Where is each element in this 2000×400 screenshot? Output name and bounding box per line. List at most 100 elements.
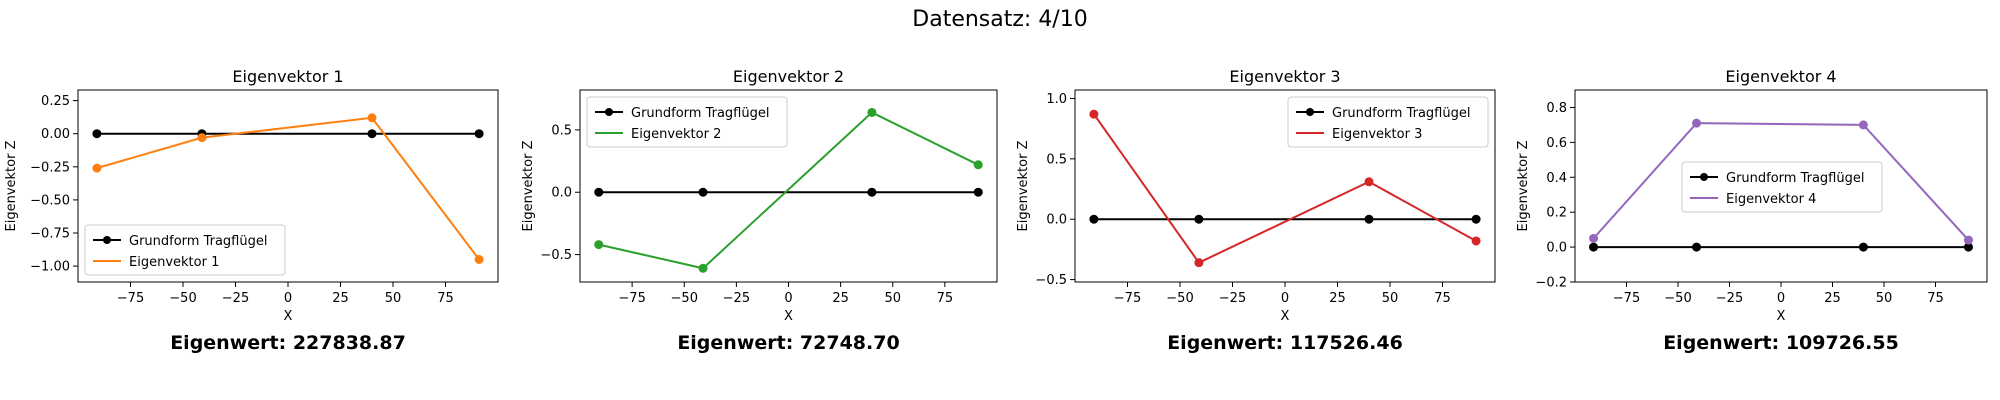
y-tick-label: −0.75	[30, 227, 70, 242]
data-point	[1692, 118, 1702, 128]
y-tick-label: 0.0	[1046, 213, 1067, 228]
data-point	[367, 113, 377, 123]
x-tick-label: 75	[437, 291, 454, 306]
data-point	[1194, 258, 1204, 268]
x-tick-label: −25	[1219, 291, 1246, 306]
x-tick-label: 25	[1824, 291, 1841, 306]
legend-label: Grundform Tragflügel	[1726, 171, 1864, 186]
series-grundform	[1089, 214, 1481, 224]
legend: Grundform Tragflügel Eigenvektor 4	[1681, 161, 1883, 213]
legend-box	[1681, 161, 1883, 213]
data-point	[1858, 242, 1868, 252]
data-point	[973, 160, 983, 170]
legend-label: Grundform Tragflügel	[1332, 106, 1470, 121]
x-tick-label: −25	[723, 291, 750, 306]
x-tick-label: 75	[1927, 291, 1944, 306]
x-tick-label: −75	[1114, 291, 1141, 306]
x-tick-label: 50	[1876, 291, 1893, 306]
subplot-title: Eigenvektor 4	[1725, 67, 1836, 86]
y-tick-label: −0.50	[30, 193, 70, 208]
x-axis-label: X	[1281, 309, 1290, 324]
x-tick-label: −75	[117, 291, 144, 306]
y-tick-label: 0.5	[1046, 152, 1067, 167]
x-tick-label: −75	[1613, 291, 1640, 306]
legend-box	[1287, 96, 1489, 148]
x-tick-label: −50	[169, 291, 196, 306]
legend-marker	[605, 108, 613, 116]
x-axis-label: X	[284, 309, 293, 324]
legend-label: Eigenvektor 3	[1332, 127, 1422, 142]
y-tick-label: 0.0	[1546, 241, 1567, 256]
x-tick-label: 25	[332, 291, 349, 306]
data-point	[1089, 109, 1099, 119]
data-point	[698, 187, 708, 197]
data-point	[1194, 214, 1204, 224]
legend-label: Eigenvektor 2	[631, 127, 721, 142]
x-tick-label: 25	[1329, 291, 1346, 306]
data-point	[474, 254, 484, 264]
data-point	[1089, 214, 1099, 224]
x-tick-label: 50	[1382, 291, 1399, 306]
x-axis-label: X	[784, 309, 793, 324]
data-point	[1471, 236, 1481, 246]
x-tick-label: 0	[1777, 291, 1785, 306]
x-tick-label: 50	[385, 291, 402, 306]
series-line	[598, 111, 979, 270]
series-eigenvektor	[1089, 109, 1481, 268]
subplot-eigenvektor-2: Eigenvektor 2 −75 −50 −25 0 25 50 75 −0.5 0.0 0.5 X…	[521, 67, 998, 354]
y-tick-label: 0.5	[551, 123, 572, 138]
legend-box	[586, 96, 788, 148]
x-tick-label: 0	[1281, 291, 1289, 306]
series-eigenvektor	[92, 113, 484, 264]
legend-label: Eigenvektor 4	[1726, 192, 1816, 207]
x-tick-label: 50	[884, 291, 901, 306]
x-tick-label: 75	[937, 291, 954, 306]
series-line	[1592, 122, 1970, 241]
x-tick-label: 75	[1434, 291, 1451, 306]
data-point	[367, 129, 377, 139]
data-point	[1471, 214, 1481, 224]
x-axis-label: X	[1777, 309, 1786, 324]
eigenvalue-label: Eigenwert: 117526.46	[1167, 332, 1403, 354]
y-tick-label: 0.6	[1546, 136, 1567, 151]
legend-label: Grundform Tragflügel	[129, 234, 267, 249]
data-point	[973, 187, 983, 197]
legend-label: Eigenvektor 1	[129, 255, 219, 270]
y-tick-label: −0.5	[540, 248, 572, 263]
legend: Grundform Tragflügel Eigenvektor 1	[84, 224, 286, 276]
series-grundform	[594, 187, 983, 197]
x-tick-label: −50	[1664, 291, 1691, 306]
y-tick-label: 0.00	[41, 127, 70, 142]
data-point	[698, 263, 708, 273]
data-point	[92, 129, 102, 139]
legend-label: Grundform Tragflügel	[631, 106, 769, 121]
y-tick-label: 0.0	[551, 186, 572, 201]
data-point	[594, 187, 604, 197]
y-tick-label: 0.25	[41, 94, 70, 109]
y-tick-label: 0.4	[1546, 171, 1567, 186]
subplot-title: Eigenvektor 2	[733, 67, 844, 86]
subplot-title: Eigenvektor 3	[1229, 67, 1340, 86]
series-eigenvektor	[594, 107, 983, 273]
series-grundform	[1589, 242, 1973, 252]
x-tick-label: −25	[222, 291, 249, 306]
legend: Grundform Tragflügel Eigenvektor 2	[586, 96, 788, 148]
data-point	[867, 187, 877, 197]
y-tick-label: 0.2	[1546, 206, 1567, 221]
y-axis-label: Eigenvektor Z	[521, 140, 536, 231]
subplot-eigenvektor-1: Eigenvektor 1 −75 −50 −25 0 25 50 75 −1.00 −0.75 −…	[4, 67, 499, 354]
x-tick-label: 25	[832, 291, 849, 306]
data-point	[1589, 242, 1599, 252]
y-axis-label: Eigenvektor Z	[1516, 140, 1531, 231]
legend-marker	[103, 236, 111, 244]
x-tick-label: 0	[284, 291, 292, 306]
data-point	[92, 163, 102, 173]
y-tick-label: −0.25	[30, 160, 70, 175]
x-tick-label: −75	[618, 291, 645, 306]
y-tick-label: −0.5	[1035, 273, 1067, 288]
x-tick-label: −50	[1166, 291, 1193, 306]
data-point	[1364, 177, 1374, 187]
data-point	[1589, 233, 1599, 243]
y-axis-label: Eigenvektor Z	[4, 140, 19, 231]
